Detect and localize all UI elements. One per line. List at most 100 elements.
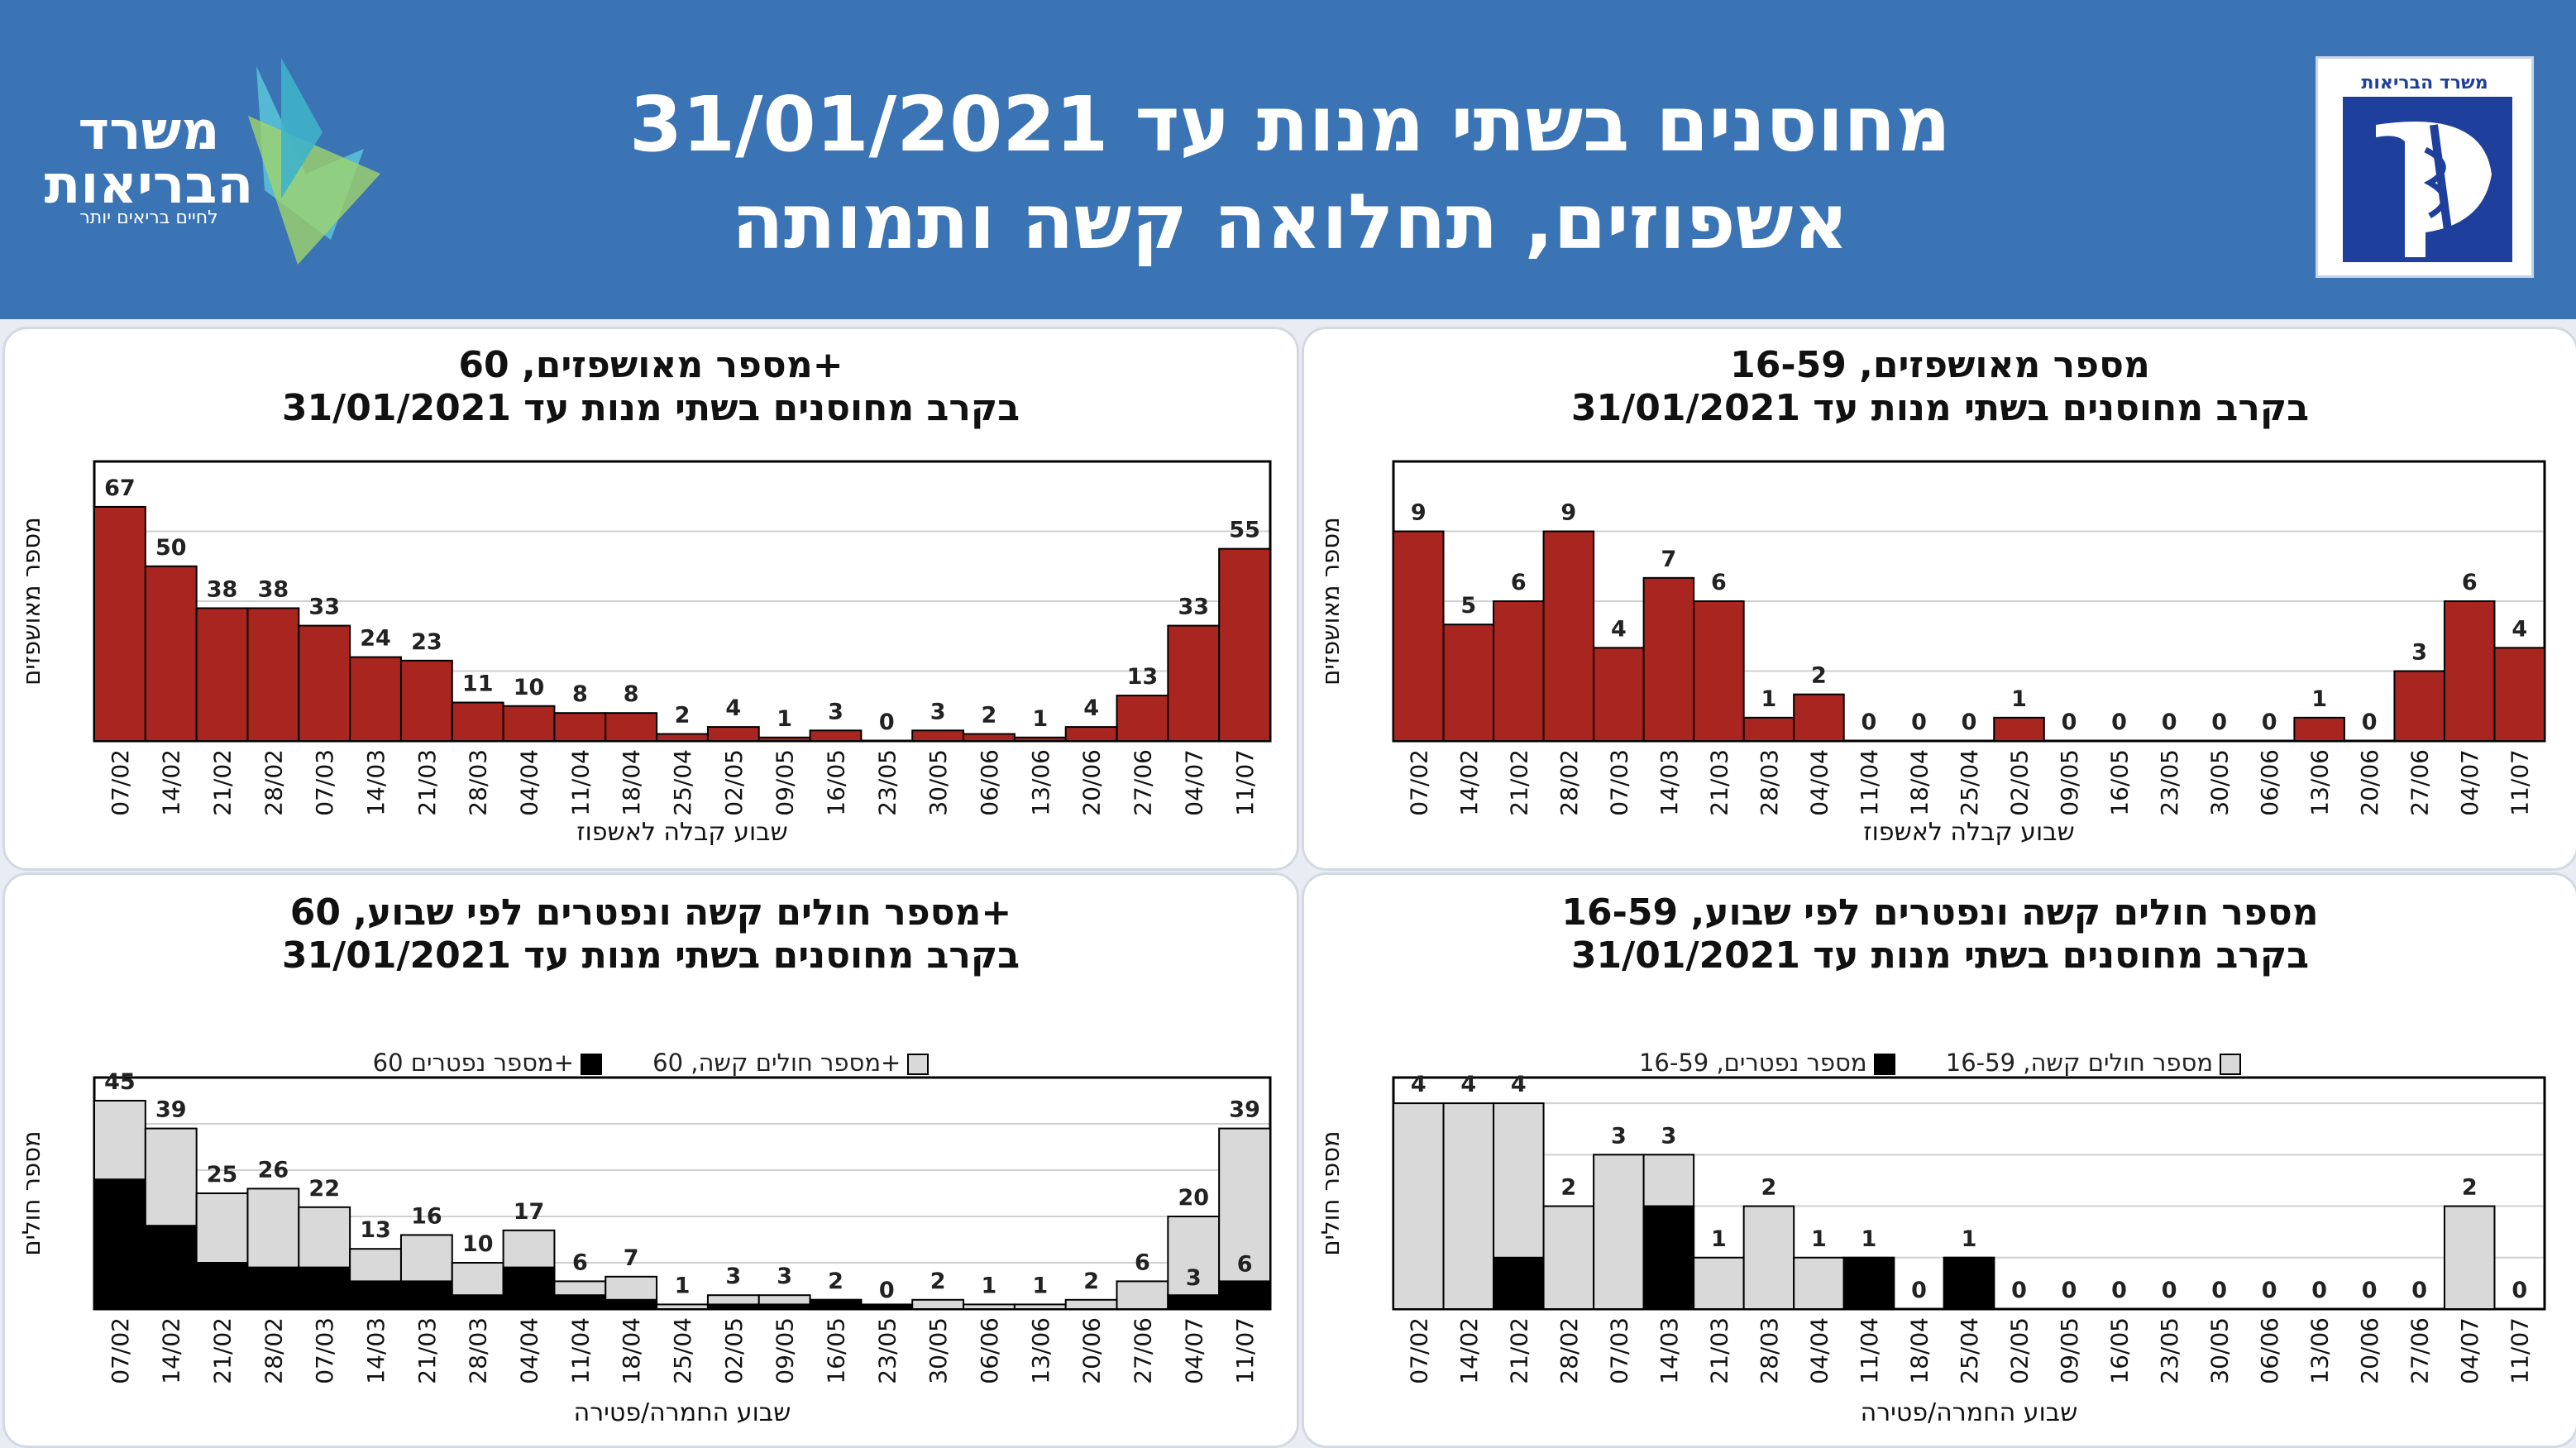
data-label: 0 (1911, 1278, 1927, 1303)
x-tick-label: 07/03 (311, 1317, 338, 1384)
bar (809, 729, 863, 743)
data-label: 1 (1862, 1226, 1877, 1252)
x-tick-label: 21/03 (413, 749, 441, 816)
bar-deaths (553, 1294, 607, 1311)
data-label: 3 (1661, 1123, 1676, 1149)
data-label: 0 (2111, 1278, 2127, 1303)
data-label: 0 (2011, 1278, 2027, 1303)
data-label: 33 (1178, 595, 1209, 620)
x-tick-label: 27/06 (1129, 749, 1156, 816)
chart-hosp-60: 6707/025014/023821/023828/023307/032414/… (17, 460, 1272, 847)
bar-severe (656, 1303, 709, 1311)
bar (2443, 600, 2496, 742)
bar (349, 656, 402, 743)
bar-deaths (1167, 1294, 1221, 1311)
data-label: 0 (2162, 710, 2177, 735)
data-label: 25 (207, 1162, 238, 1188)
data-label: 33 (308, 595, 340, 620)
data-label: 0 (879, 710, 895, 735)
x-tick-label: 21/02 (1505, 1317, 1532, 1384)
x-tick-label: 13/06 (2306, 1317, 2334, 1384)
bar (758, 736, 811, 742)
data-label-deaths: 3 (1186, 1265, 1202, 1291)
legend-item-severe: מספר חולים קשה, 16-59 (1946, 1049, 2242, 1077)
bar-deaths (246, 1266, 300, 1311)
data-label: 2 (1560, 1175, 1576, 1201)
data-label: 55 (1229, 518, 1260, 543)
data-label: 3 (1611, 1123, 1627, 1149)
x-tick-label: 25/04 (669, 749, 696, 816)
data-label: 4 (2511, 616, 2527, 642)
bar-severe (911, 1298, 965, 1310)
data-label: 16 (411, 1203, 442, 1229)
bar-deaths (758, 1303, 811, 1311)
bar (706, 726, 760, 743)
x-tick-label: 28/03 (1756, 749, 1783, 816)
x-tick-label: 27/06 (2406, 1317, 2434, 1384)
data-label: 6 (1511, 570, 1527, 595)
bar (605, 712, 658, 743)
bar-severe (1793, 1256, 1845, 1310)
bar-severe (2443, 1205, 2496, 1310)
data-label: 39 (1229, 1097, 1260, 1123)
bar-deaths (706, 1303, 760, 1311)
x-tick-label: 18/04 (618, 749, 645, 816)
bar (1442, 624, 1495, 742)
x-tick-label: 04/07 (1180, 749, 1207, 816)
data-label: 38 (207, 576, 238, 602)
bar-deaths (93, 1178, 146, 1311)
x-tick-label: 04/04 (1805, 1317, 1833, 1384)
data-label: 1 (675, 1273, 691, 1298)
x-tick-label: 30/05 (925, 749, 952, 816)
bar (451, 701, 504, 742)
data-label: 10 (462, 1231, 494, 1257)
x-tick-label: 06/06 (2256, 749, 2283, 816)
data-label: 6 (1135, 1250, 1150, 1275)
data-label: 10 (514, 675, 545, 700)
x-tick-label: 11/07 (2507, 1317, 2534, 1384)
bar (911, 729, 965, 743)
bar (2293, 716, 2345, 743)
bar-deaths (605, 1298, 658, 1310)
logo-text-2: הבריאות (45, 155, 254, 216)
data-label: 3 (725, 1264, 741, 1289)
bar (1167, 624, 1221, 743)
data-label: 0 (2111, 710, 2127, 735)
legend-item-deaths: מספר נפטרים, 16-59 (1639, 1049, 1895, 1077)
x-tick-label: 11/07 (1231, 1317, 1259, 1384)
x-tick-label: 28/02 (1556, 749, 1583, 816)
x-tick-label: 06/06 (976, 749, 1003, 816)
chart-legend: מספר נפטרים 60+ מספר חולים קשה, 60+ (5, 1049, 1297, 1077)
x-tick-label: 04/04 (1805, 749, 1833, 816)
x-tick-label: 09/05 (2056, 749, 2083, 816)
page-title-line1: מחוסנים בשתי מנות עד 31/01/2021 (628, 80, 1951, 169)
chart-subtitle: בקרב מחוסנים בשתי מנות עד 31/01/2021 (1570, 934, 2310, 977)
legend-item-severe: מספר חולים קשה, 60+ (652, 1049, 930, 1077)
ministry-logo-graphic: משרד הבריאות לחיים בריאים יותר (45, 58, 380, 265)
x-tick-label: 23/05 (873, 749, 901, 816)
bar (1064, 726, 1118, 743)
data-label: 8 (624, 681, 639, 707)
x-tick-label: 28/03 (465, 1317, 492, 1384)
x-tick-label: 04/04 (516, 1317, 543, 1384)
chart-title: מספר חולים קשה ונפטרים לפי שבוע, 60+ (289, 891, 1012, 934)
bar (2493, 647, 2546, 743)
x-tick-label: 18/04 (1905, 749, 1933, 816)
data-label: 3 (2411, 640, 2427, 666)
data-label: 6 (2462, 570, 2478, 595)
chart-subtitle: בקרב מחוסנים בשתי מנות עד 31/01/2021 (1570, 387, 2310, 429)
bar-deaths (451, 1294, 504, 1311)
chart-legend: מספר נפטרים, 16-59 מספר חולים קשה, 16-59 (1304, 1049, 2576, 1077)
bar-deaths (298, 1266, 351, 1311)
data-label: 0 (2262, 1278, 2277, 1303)
x-tick-label: 16/05 (822, 749, 849, 816)
x-tick-label: 07/03 (1605, 1317, 1632, 1384)
bar (399, 659, 453, 743)
x-tick-label: 28/03 (465, 749, 492, 816)
data-label: 13 (360, 1217, 391, 1243)
data-label: 22 (308, 1176, 340, 1202)
bar (1642, 576, 1695, 743)
x-tick-label: 07/02 (1405, 1317, 1432, 1384)
data-label: 0 (1862, 710, 1877, 735)
data-label: 7 (624, 1245, 639, 1271)
